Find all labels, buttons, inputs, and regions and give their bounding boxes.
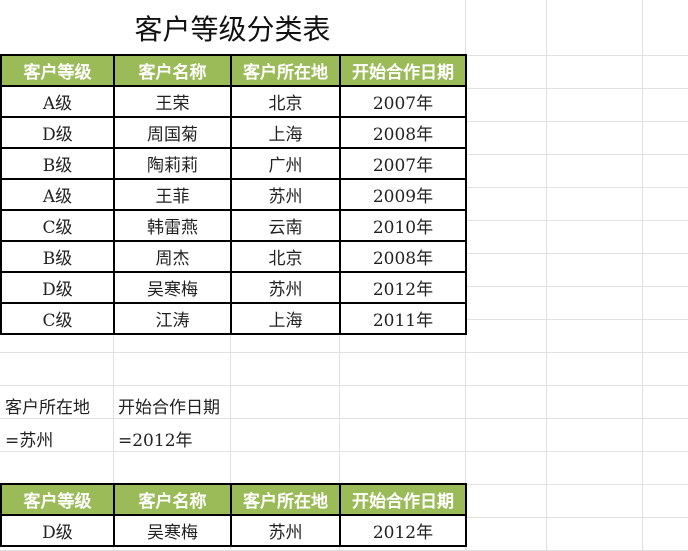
criteria-value-date[interactable]: =2012年 <box>118 431 193 451</box>
table-cell[interactable]: 2012年 <box>339 271 467 304</box>
table-cell[interactable]: 2012年 <box>339 514 467 547</box>
table-cell[interactable]: 2008年 <box>339 116 467 149</box>
table-cell[interactable]: 周国菊 <box>113 116 232 149</box>
table-cell[interactable]: 2007年 <box>339 85 467 118</box>
gridline <box>0 451 688 452</box>
table-cell[interactable]: 周杰 <box>113 240 232 273</box>
customer-table: 客户等级 客户名称 客户所在地 开始合作日期 A级 王荣 北京 2007年 D级 周国菊 上海 200… <box>0 54 467 335</box>
table-cell[interactable]: 广州 <box>230 147 341 180</box>
table-cell[interactable]: 苏州 <box>230 271 341 304</box>
gridline <box>0 385 688 386</box>
criteria-value-location[interactable]: =苏州 <box>5 431 54 451</box>
table-cell[interactable]: C级 <box>0 209 115 242</box>
table-cell[interactable]: 2008年 <box>339 240 467 273</box>
table-cell[interactable]: 吴寒梅 <box>113 514 232 547</box>
criteria-label-location[interactable]: 客户所在地 <box>5 398 90 418</box>
table-cell[interactable]: 王菲 <box>113 178 232 211</box>
table-cell[interactable]: C级 <box>0 302 115 335</box>
table-row: B级 周杰 北京 2008年 <box>0 240 467 273</box>
table-cell[interactable]: 陶莉莉 <box>113 147 232 180</box>
table-cell[interactable]: B级 <box>0 147 115 180</box>
table-cell[interactable]: 2009年 <box>339 178 467 211</box>
table-cell[interactable]: D级 <box>0 116 115 149</box>
table-cell[interactable]: 王荣 <box>113 85 232 118</box>
table-cell[interactable]: 江涛 <box>113 302 232 335</box>
header-row: 客户等级 客户名称 客户所在地 开始合作日期 <box>0 54 467 87</box>
filter-result-table: 客户等级 客户名称 客户所在地 开始合作日期 D级 吴寒梅 苏州 2012年 <box>0 483 467 547</box>
gridline <box>0 418 688 419</box>
table-row: C级 韩雷燕 云南 2010年 <box>0 209 467 242</box>
table-cell[interactable]: A级 <box>0 178 115 211</box>
table-cell[interactable]: 韩雷燕 <box>113 209 232 242</box>
gridline <box>0 352 688 353</box>
header-row: 客户等级 客户名称 客户所在地 开始合作日期 <box>0 483 467 516</box>
sheet-title: 客户等级分类表 <box>0 0 465 55</box>
column-header[interactable]: 客户所在地 <box>230 54 341 87</box>
table-row: B级 陶莉莉 广州 2007年 <box>0 147 467 180</box>
column-header[interactable]: 客户名称 <box>113 483 232 516</box>
table-row: C级 江涛 上海 2011年 <box>0 302 467 335</box>
table-cell[interactable]: 2010年 <box>339 209 467 242</box>
table-cell[interactable]: B级 <box>0 240 115 273</box>
table-cell[interactable]: 云南 <box>230 209 341 242</box>
table-row: D级 吴寒梅 苏州 2012年 <box>0 514 467 547</box>
table-cell[interactable]: D级 <box>0 271 115 304</box>
table-cell[interactable]: D级 <box>0 514 115 547</box>
table-cell[interactable]: 北京 <box>230 85 341 118</box>
column-header[interactable]: 客户等级 <box>0 483 115 516</box>
criteria-label-date[interactable]: 开始合作日期 <box>118 398 220 418</box>
table-cell[interactable]: 上海 <box>230 302 341 335</box>
table-row: A级 王菲 苏州 2009年 <box>0 178 467 211</box>
column-header[interactable]: 客户所在地 <box>230 483 341 516</box>
table-row: A级 王荣 北京 2007年 <box>0 85 467 118</box>
table-cell[interactable]: 吴寒梅 <box>113 271 232 304</box>
table-cell[interactable]: 2011年 <box>339 302 467 335</box>
column-header[interactable]: 客户等级 <box>0 54 115 87</box>
table-row: D级 周国菊 上海 2008年 <box>0 116 467 149</box>
table-row: D级 吴寒梅 苏州 2012年 <box>0 271 467 304</box>
gridline <box>642 0 643 551</box>
table-cell[interactable]: 苏州 <box>230 178 341 211</box>
table-cell[interactable]: 2007年 <box>339 147 467 180</box>
column-header[interactable]: 开始合作日期 <box>339 54 467 87</box>
column-header[interactable]: 客户名称 <box>113 54 232 87</box>
table-cell[interactable]: A级 <box>0 85 115 118</box>
column-header[interactable]: 开始合作日期 <box>339 483 467 516</box>
table-cell[interactable]: 北京 <box>230 240 341 273</box>
table-cell[interactable]: 苏州 <box>230 514 341 547</box>
gridline <box>546 0 547 551</box>
table-cell[interactable]: 上海 <box>230 116 341 149</box>
